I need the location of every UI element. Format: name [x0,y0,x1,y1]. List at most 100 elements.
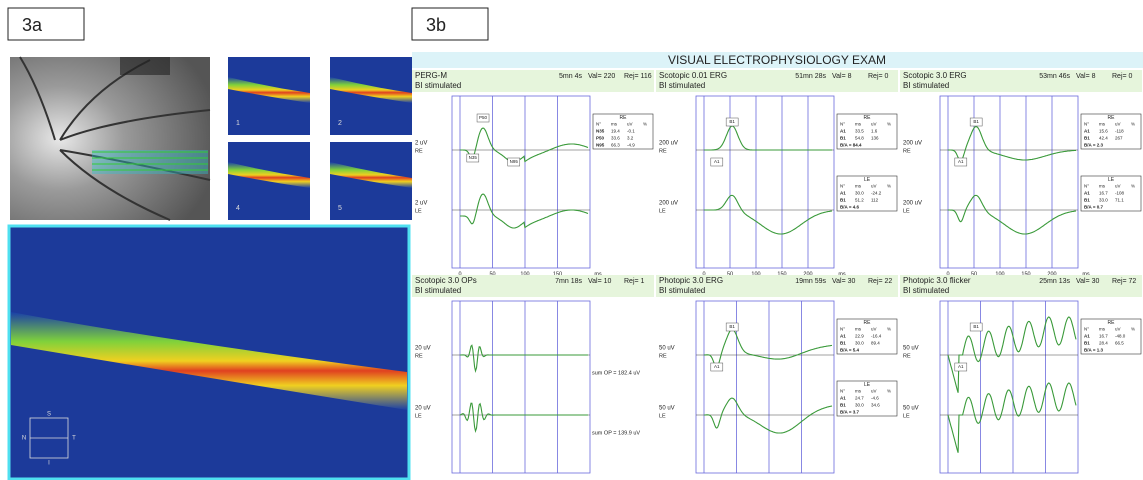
peak-label: N95 [510,159,519,164]
panel-rej: Rej= 116 [624,73,652,80]
table-header: ms [855,389,862,394]
thumbnail-number: 5 [338,205,342,212]
sum-op: sum OP = 182.4 uV [592,370,640,376]
panel-val: Val= 8 [1076,73,1096,80]
table-eye: RE [864,320,872,326]
table-cell: 30.0 [855,341,864,346]
panel-name: PERG-M [415,71,447,80]
scale-label: 200 uV [659,201,678,207]
table-eye: RE [864,115,872,121]
table-header: % [1131,122,1135,127]
table-cell: B1 [840,341,846,346]
table-cell: A1 [840,191,846,196]
table-cell: 112 [871,198,879,203]
table-header: ms [611,122,618,127]
table-eye: RE [1108,320,1116,326]
table-cell: B1 [1084,136,1090,141]
table-header: uV [1115,122,1121,127]
table-header: ms [855,327,862,332]
plot-area [452,301,590,473]
plot-area [696,96,834,268]
panel-subtitle: BI stimulated [415,81,461,90]
table-cell: B1 [840,198,846,203]
eye-label: LE [659,413,666,419]
orientation-label: T [72,436,76,442]
table-cell: 33.5 [855,129,864,134]
scale-label: 20 uV [415,406,431,412]
label-box [412,8,488,40]
panel-val: Val= 30 [832,278,856,285]
panel-name: Photopic 3.0 flicker [903,276,971,285]
panel-time: 19mn 59s [795,278,826,285]
eye-label: LE [415,413,422,419]
table-cell: 24.7 [855,396,864,401]
panel-subtitle: BI stimulated [415,286,461,295]
eye-label: LE [903,208,910,214]
figure: 3a 1245 3b VISUAL ELECTROPHYSIOLOGY EXAM… [0,0,1143,480]
table-cell: 19.4 [611,129,620,134]
scale-label: 2 uV [415,201,427,207]
table-cell: A1 [840,129,846,134]
table-cell: A1 [1084,129,1090,134]
panel-label: 3b [426,15,446,35]
table-eye: RE [620,115,628,121]
table-cell: -16.4 [871,334,882,339]
table-header: ms [1099,184,1106,189]
panel-rej: Rej= 1 [624,278,645,285]
peak-label: A1 [958,159,964,164]
thumbnail-number: 2 [338,120,342,127]
table-header: uV [1115,184,1121,189]
table-header: N° [840,122,845,127]
table-cell: A1 [1084,191,1090,196]
table-cell: 54.8 [855,136,864,141]
table-header: ms [1099,327,1106,332]
plot-area [940,96,1078,268]
eye-label: RE [415,353,423,359]
table-cell: -48.0 [1115,334,1126,339]
table-eye: RE [1108,115,1116,121]
table-cell: 3.2 [627,136,634,141]
table-cell: -0.1 [627,129,635,134]
table-cell: 15.6 [1099,129,1108,134]
panel-subtitle: BI stimulated [903,81,949,90]
table-cell: B1 [1084,198,1090,203]
table-header: uV [627,122,633,127]
panel-val: Val= 30 [1076,278,1100,285]
peak-label: P50 [479,115,488,120]
table-cell: A1 [1084,334,1090,339]
panel-rej: Rej= 0 [868,73,889,80]
panel-subtitle: BI stimulated [903,286,949,295]
eye-label: RE [659,148,667,154]
panel-time: 25mn 13s [1039,278,1070,285]
panel-name: Photopic 3.0 ERG [659,276,723,285]
table-header: ms [855,122,862,127]
table-cell: A1 [840,334,846,339]
peak-label: A1 [714,159,720,164]
eye-label: LE [415,208,422,214]
table-ratio: B/A = 0.7 [1084,205,1103,210]
eye-label: RE [903,353,911,359]
table-cell: -24.2 [871,191,882,196]
panel-time: 53mn 46s [1039,73,1070,80]
table-cell: 1.6 [871,129,878,134]
table-cell: 42.4 [1099,136,1108,141]
table-cell: 89.4 [871,341,880,346]
table-header: % [887,122,891,127]
table-ratio: B/A = 84.4 [840,143,862,148]
table-eye: LE [864,382,871,388]
scale-label: 2 uV [415,141,427,147]
table-ratio: B/A = 1.3 [1084,348,1103,353]
peak-label: A1 [714,364,720,369]
table-header: N° [1084,327,1089,332]
table-cell: 267 [1115,136,1123,141]
panel-time: 7mn 18s [555,278,582,285]
scale-label: 50 uV [659,406,675,412]
label-box [8,8,84,40]
panel-time: 5mn 4s [559,73,582,80]
table-cell: N35 [596,129,605,134]
eye-label: LE [903,413,910,419]
panel-rej: Rej= 0 [1112,73,1133,80]
table-header: N° [840,327,845,332]
